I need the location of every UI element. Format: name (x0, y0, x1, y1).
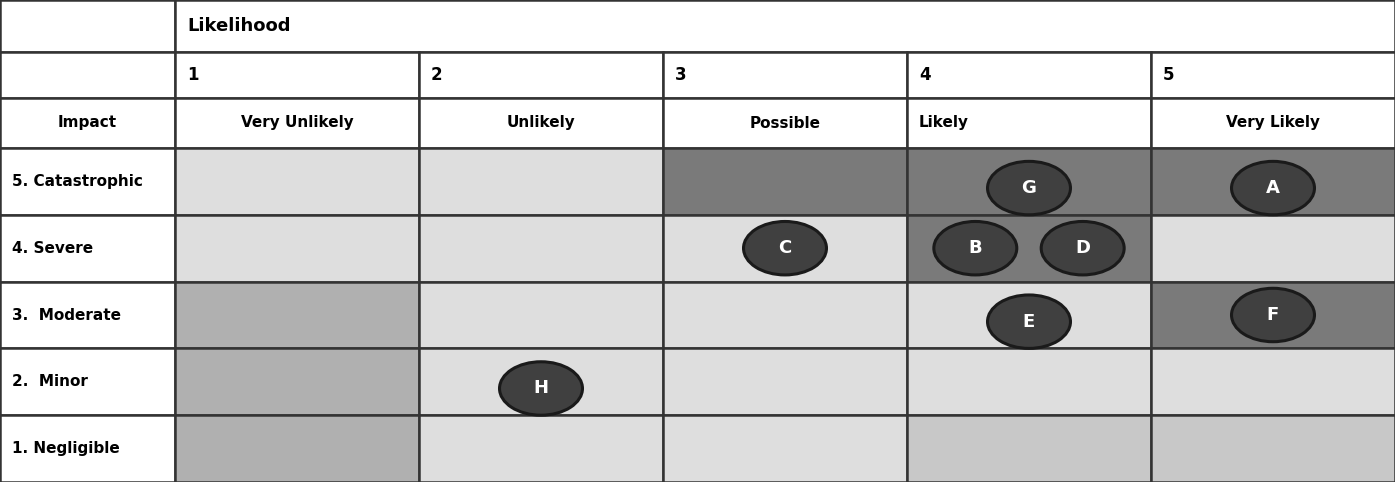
Bar (663, 281, 907, 348)
Bar (663, 415, 907, 482)
Text: 3: 3 (675, 66, 686, 84)
Text: Impact: Impact (59, 116, 117, 131)
Bar (907, 348, 1151, 415)
Text: Likely: Likely (919, 116, 970, 131)
Text: 5. Catastrophic: 5. Catastrophic (13, 174, 142, 189)
Bar (0, 348, 174, 415)
Text: E: E (1023, 313, 1035, 331)
Text: F: F (1267, 306, 1279, 324)
Bar (663, 215, 907, 281)
Bar (907, 52, 1151, 98)
Bar (0, 98, 174, 148)
Bar (174, 0, 1395, 52)
Bar (1151, 148, 1395, 215)
Bar (907, 415, 1151, 482)
Bar (418, 52, 663, 98)
Bar (907, 98, 1151, 148)
Bar (0, 415, 174, 482)
Bar (0, 52, 174, 98)
Text: B: B (968, 239, 982, 257)
Bar (418, 215, 663, 281)
Bar (174, 415, 418, 482)
Text: A: A (1267, 179, 1281, 197)
Bar (0, 281, 174, 348)
Bar (418, 348, 663, 415)
Bar (0, 0, 174, 52)
Ellipse shape (988, 295, 1070, 348)
Bar (663, 348, 907, 415)
Bar (1151, 215, 1395, 281)
Text: Unlikely: Unlikely (506, 116, 575, 131)
Ellipse shape (744, 222, 826, 275)
Text: Very Likely: Very Likely (1226, 116, 1320, 131)
Bar (663, 148, 907, 215)
Ellipse shape (933, 222, 1017, 275)
Bar (907, 148, 1151, 215)
Bar (1151, 281, 1395, 348)
Text: Very Unlikely: Very Unlikely (240, 116, 353, 131)
Text: 1: 1 (187, 66, 198, 84)
Text: C: C (778, 239, 791, 257)
Bar (907, 281, 1151, 348)
Bar (1151, 98, 1395, 148)
Text: G: G (1021, 179, 1036, 197)
Text: 2.  Minor: 2. Minor (13, 375, 88, 389)
Ellipse shape (1232, 161, 1314, 215)
Bar (174, 98, 418, 148)
Text: 5: 5 (1163, 66, 1175, 84)
Bar (663, 98, 907, 148)
Bar (0, 215, 174, 281)
Text: Possible: Possible (749, 116, 820, 131)
Bar (1151, 415, 1395, 482)
Text: 3.  Moderate: 3. Moderate (13, 308, 121, 322)
Bar (418, 148, 663, 215)
Bar (1151, 348, 1395, 415)
Text: 1. Negligible: 1. Negligible (13, 441, 120, 456)
Text: 4: 4 (919, 66, 930, 84)
Bar (663, 52, 907, 98)
Text: H: H (533, 379, 548, 398)
Bar (174, 281, 418, 348)
Text: Likelihood: Likelihood (187, 17, 290, 35)
Ellipse shape (1232, 288, 1314, 342)
Bar (174, 215, 418, 281)
Bar (174, 148, 418, 215)
Bar (174, 52, 418, 98)
Bar (418, 281, 663, 348)
Bar (1151, 52, 1395, 98)
Ellipse shape (499, 362, 583, 415)
Ellipse shape (988, 161, 1070, 215)
Text: 2: 2 (431, 66, 442, 84)
Text: D: D (1076, 239, 1089, 257)
Bar (0, 148, 174, 215)
Bar (907, 215, 1151, 281)
Text: 4. Severe: 4. Severe (13, 241, 93, 255)
Bar (418, 415, 663, 482)
Bar (174, 348, 418, 415)
Ellipse shape (1041, 222, 1124, 275)
Bar (418, 98, 663, 148)
